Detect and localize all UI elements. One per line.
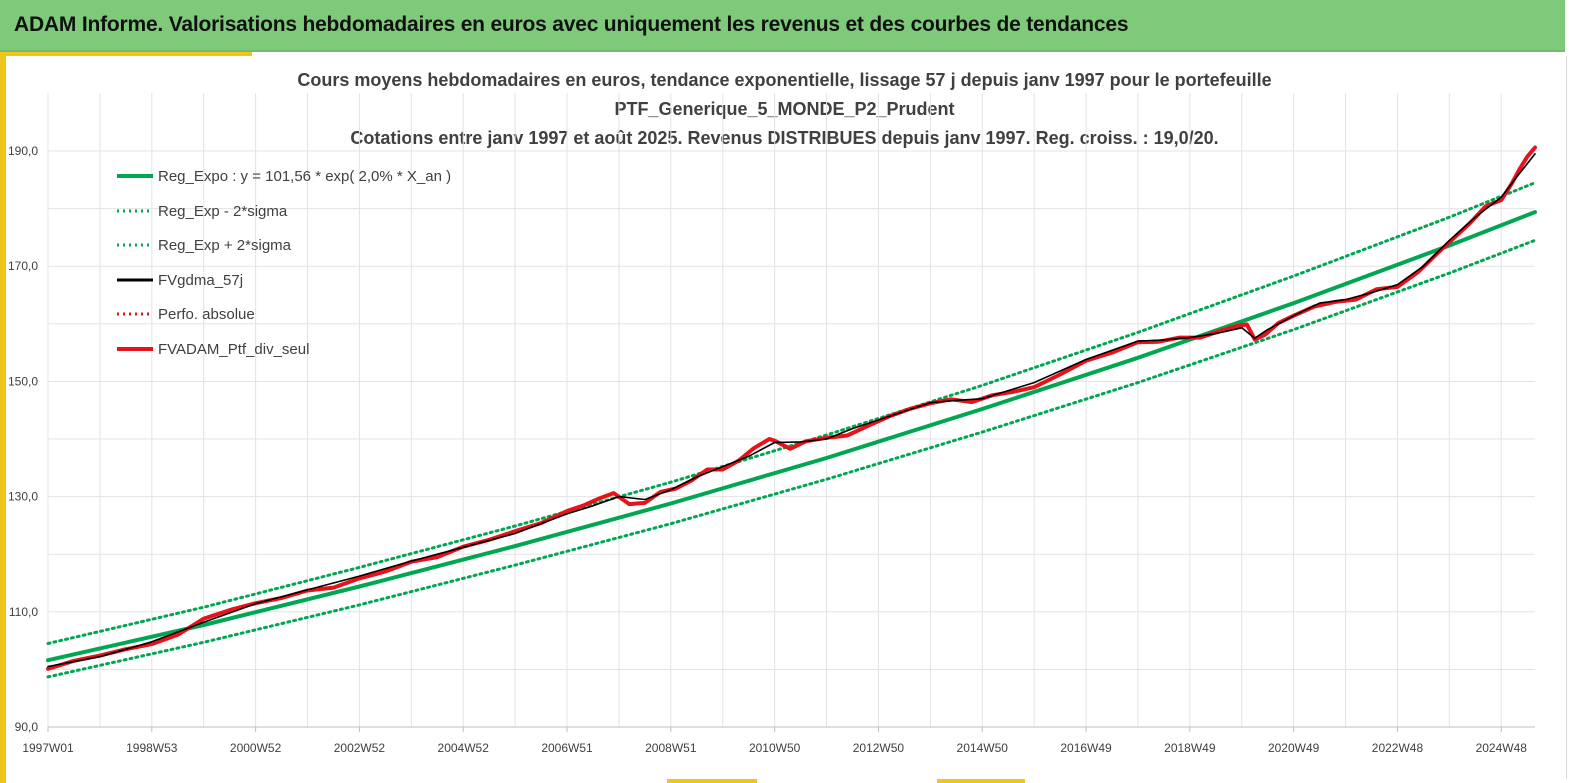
legend-label: Reg_Exp - 2*sigma — [158, 203, 288, 220]
accent-bar-bottom — [937, 779, 1025, 783]
series-line-fvgdma-57j — [47, 153, 1536, 668]
legend-label: FVADAM_Ptf_div_seul — [158, 341, 309, 358]
y-tick-label: 170,0 — [8, 259, 38, 273]
x-tick-label: 2022W48 — [1372, 741, 1424, 755]
x-tick-label: 2006W51 — [541, 741, 593, 755]
banner-title: ADAM Informe. Valorisations hebdomadaire… — [14, 13, 1129, 36]
accent-bar-bottom — [667, 779, 757, 783]
x-tick-label: 1998W53 — [126, 741, 178, 755]
legend-label: Perfo. absolue — [158, 306, 255, 323]
accent-bar-left — [0, 52, 6, 783]
accent-bar-top — [0, 52, 252, 56]
x-tick-label: 2002W52 — [334, 741, 386, 755]
x-tick-label: 2024W48 — [1476, 741, 1528, 755]
series-line-reg-exp-minus-2sigma — [46, 238, 1537, 679]
y-tick-label: 130,0 — [8, 490, 38, 504]
x-tick-label: 2010W50 — [749, 741, 801, 755]
legend-label: Reg_Expo : y = 101,56 * exp( 2,0% * X_an… — [158, 168, 451, 185]
chart-frame — [6, 56, 1567, 779]
x-tick-label: 2020W49 — [1268, 741, 1320, 755]
y-tick-label: 90,0 — [15, 720, 39, 734]
chart-title-line-1: Cours moyens hebdomadaires en euros, ten… — [297, 70, 1272, 90]
header-banner: ADAM Informe. Valorisations hebdomadaire… — [0, 0, 1565, 52]
x-tick-label: 2004W52 — [438, 741, 490, 755]
x-tick-label: 1997W01 — [22, 741, 74, 755]
series-line-fvadam-ptf-div-seul — [46, 145, 1537, 671]
legend-label: Reg_Exp + 2*sigma — [158, 237, 292, 254]
series-line-reg-expo — [46, 210, 1537, 663]
y-tick-label: 150,0 — [8, 374, 38, 388]
x-tick-label: 2014W50 — [957, 741, 1009, 755]
x-tick-label: 2000W52 — [230, 741, 282, 755]
x-tick-label: 2012W50 — [853, 741, 905, 755]
series-line-reg-exp-plus-2sigma — [46, 181, 1537, 645]
x-tick-label: 2008W51 — [645, 741, 697, 755]
x-tick-label: 2016W49 — [1060, 741, 1112, 755]
chart-title-line-2: PTF_Generique_5_MONDE_P2_Prudent — [614, 99, 955, 119]
y-tick-label: 190,0 — [8, 144, 38, 158]
legend-label: FVgdma_57j — [158, 272, 243, 289]
x-tick-label: 2018W49 — [1164, 741, 1216, 755]
y-tick-label: 110,0 — [9, 605, 38, 619]
